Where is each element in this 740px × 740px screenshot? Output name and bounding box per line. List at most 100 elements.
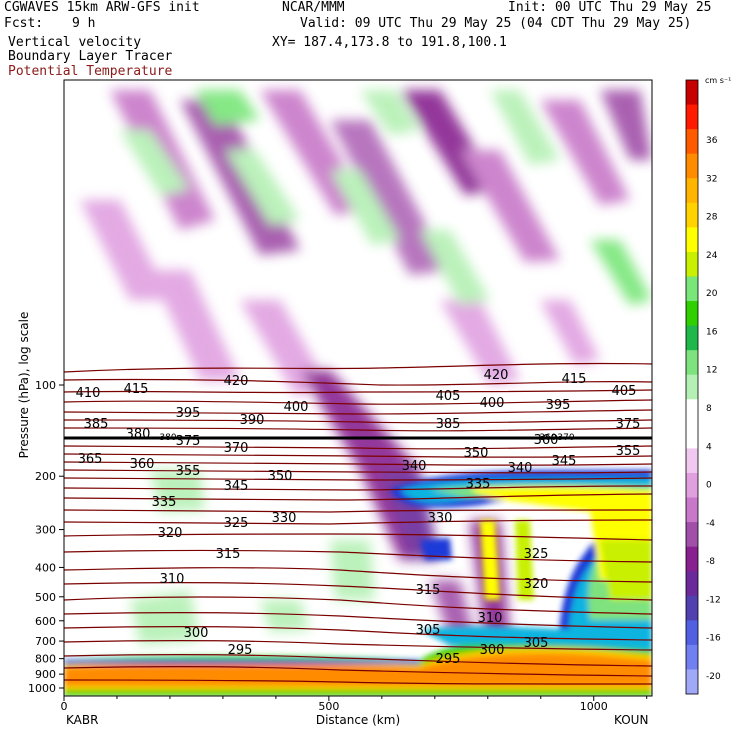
isentrope-label: 315	[416, 583, 441, 598]
center-name: NCAR/MMM	[282, 0, 345, 15]
colorbar-swatch	[686, 472, 698, 499]
isentrope-label: 400	[284, 400, 309, 415]
tropopause-label: 360	[539, 433, 556, 443]
field-boundary-layer-tracer: Boundary Layer Tracer	[8, 49, 173, 64]
colorbar-swatch	[686, 276, 698, 302]
colorbar-swatch	[686, 325, 698, 351]
isentrope-label: 420	[484, 368, 509, 383]
x-axis-label: Distance (km)	[316, 713, 400, 727]
isentrope-label: 310	[160, 572, 185, 587]
tropopause-label: 370	[557, 433, 574, 443]
y-axis-label: Pressure (hPa), log scale	[17, 312, 31, 459]
colorbar-swatch	[686, 423, 698, 449]
colorbar-frame	[685, 79, 699, 695]
isentrope-label: 360	[130, 457, 155, 472]
colorbar-swatch	[686, 350, 698, 376]
isentrope-label: 375	[176, 434, 201, 449]
isentrope-label: 395	[546, 398, 571, 413]
y-tick-label: 300	[35, 524, 56, 537]
isentrope-label: 305	[416, 623, 441, 638]
colorbar-unit: cm s⁻¹	[705, 76, 731, 85]
x-axis: 0 500 1000	[61, 696, 648, 713]
isentrope-label: 325	[524, 547, 549, 562]
cross-section-endpoints: XY= 187.4,173.8 to 191.8,100.1	[272, 35, 507, 50]
y-tick-label: 600	[35, 615, 56, 628]
isentrope-label: 320	[158, 526, 183, 541]
isentrope-label: 360	[534, 433, 559, 448]
colorbar-swatch	[686, 301, 698, 327]
colorbar-label: 0	[706, 481, 712, 491]
forecast-hour: 9 h	[72, 16, 96, 31]
colorbar-swatch	[686, 80, 698, 106]
isentrope-label: 340	[508, 461, 533, 476]
isentrope-label: 415	[124, 382, 149, 397]
y-tick-label: 900	[35, 668, 56, 681]
isentrope-label: 410	[76, 386, 101, 401]
isentrope-label: 395	[176, 406, 201, 421]
vertical-velocity-shading	[64, 90, 652, 696]
colorbar-swatch	[686, 522, 698, 548]
colorbar-label: 28	[706, 213, 718, 223]
isentrope-label: 315	[216, 547, 241, 562]
plot-frame	[63, 79, 653, 697]
colorbar-swatch	[686, 227, 698, 253]
colorbar-swatch	[686, 595, 698, 621]
colorbar-label: 4	[706, 442, 712, 452]
isentrope-label: 415	[562, 372, 587, 387]
isentrope-label: 370	[224, 441, 249, 456]
isentrope-label: 295	[436, 652, 461, 667]
colorbar-swatch	[686, 202, 698, 228]
y-tick-label: 500	[35, 591, 56, 604]
isentrope-label: 420	[224, 374, 249, 389]
isentrope-contours	[64, 362, 652, 685]
isentrope-label: 365	[78, 452, 103, 467]
colorbar: 36 32 28 24 20 16 12 8 4 0 -4 -8 -12 -16 -20	[685, 79, 721, 695]
isentrope-label: 330	[428, 511, 453, 526]
isentrope-label: 350	[268, 469, 293, 484]
isentrope-label: 405	[612, 384, 637, 399]
colorbar-swatch	[686, 644, 698, 670]
y-tick-label: 400	[35, 561, 56, 574]
isentrope-label: 355	[176, 464, 201, 479]
isentrope-label: 400	[480, 396, 505, 411]
colorbar-label: -8	[706, 557, 715, 567]
valid-time: Valid: 09 UTC Thu 29 May 25 (04 CDT Thu …	[300, 16, 692, 31]
colorbar-swatch	[686, 620, 698, 646]
init-time: Init: 00 UTC Thu 29 May 25	[508, 0, 712, 15]
field-vertical-velocity: Vertical velocity	[8, 35, 142, 50]
colorbar-label: -20	[706, 672, 721, 682]
y-tick-label: 1000	[28, 682, 56, 695]
colorbar-swatch	[686, 669, 698, 695]
isentrope-label: 340	[402, 459, 427, 474]
colorbar-swatch	[686, 178, 698, 204]
isentrope-label: 405	[436, 389, 461, 404]
isentrope-label: 380	[126, 427, 151, 442]
isentrope-label: 300	[184, 626, 209, 641]
isentrope-label: 320	[524, 577, 549, 592]
isentrope-labels: 295 295 300 300 305 305 310 310 315 315 320 320 325 3…	[76, 368, 641, 667]
colorbar-label: 20	[706, 289, 718, 299]
colorbar-swatch	[686, 153, 698, 179]
colorbar-label: 16	[706, 327, 718, 337]
colorbar-swatch	[686, 251, 698, 277]
isentrope-label: 345	[224, 479, 249, 494]
isentrope-label: 355	[616, 444, 641, 459]
forecast-label: Fcst:	[4, 16, 44, 31]
isentrope-label: 350	[464, 446, 489, 461]
y-tick-label: 100	[35, 379, 56, 392]
isentrope-label: 300	[480, 643, 505, 658]
colorbar-label: -12	[706, 595, 721, 605]
isentrope-label: 335	[466, 477, 491, 492]
x-tick-label: 500	[318, 700, 339, 713]
isentrope-label: 310	[478, 611, 503, 626]
tropopause-label: 380	[159, 433, 176, 443]
colorbar-swatch	[686, 104, 698, 130]
right-station-label: KOUN	[614, 713, 648, 727]
colorbar-swatch	[686, 448, 698, 474]
isentrope-label: 375	[616, 417, 641, 432]
isentrope-label: 330	[272, 511, 297, 526]
isentrope-label: 305	[524, 636, 549, 651]
isentrope-label: 385	[84, 417, 109, 432]
colorbar-label: 32	[706, 174, 717, 184]
